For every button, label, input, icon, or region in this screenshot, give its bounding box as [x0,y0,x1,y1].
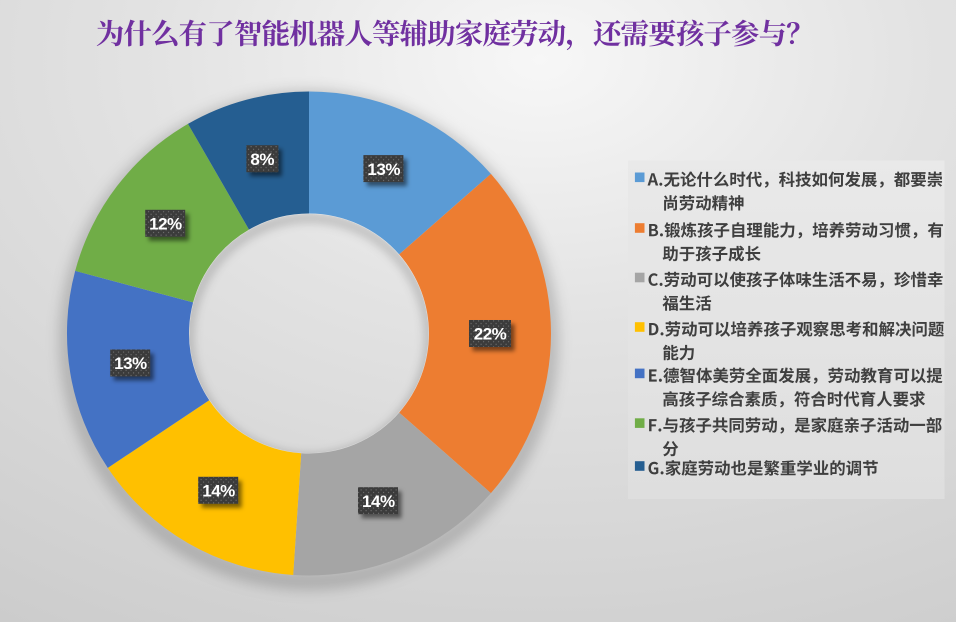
svg-text:12%: 12% [149,215,182,234]
svg-text:22%: 22% [474,325,507,344]
svg-text:13%: 13% [367,160,400,179]
svg-text:14%: 14% [202,482,235,501]
svg-text:13%: 13% [114,354,147,373]
svg-text:8%: 8% [250,150,274,169]
svg-text:14%: 14% [362,492,395,511]
